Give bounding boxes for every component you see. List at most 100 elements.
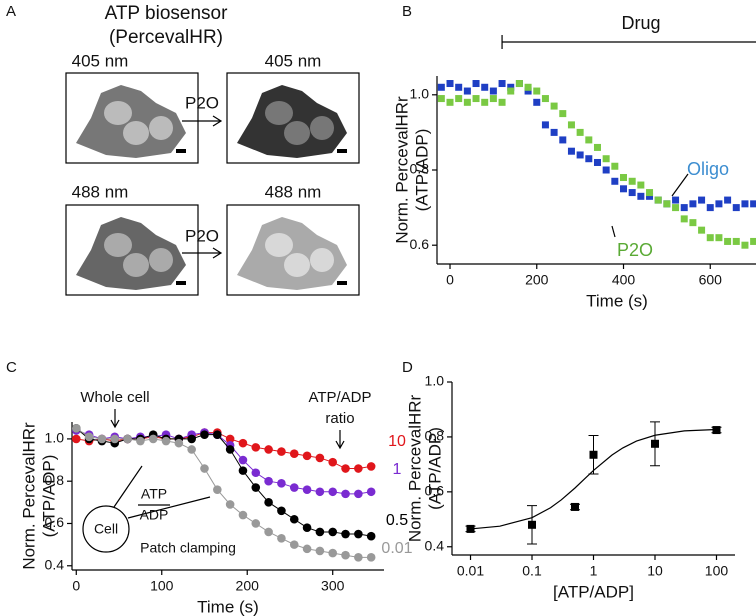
point [654, 196, 662, 204]
point [698, 196, 706, 204]
point [550, 128, 558, 136]
panel-label: D [402, 359, 413, 376]
point [489, 87, 497, 95]
arrow [110, 409, 120, 429]
point [602, 166, 610, 174]
point [567, 121, 575, 129]
point [698, 226, 706, 234]
point [541, 95, 549, 103]
series-label: Oligo [687, 159, 729, 179]
series-line [75, 427, 372, 537]
point [302, 485, 312, 494]
series-line [75, 427, 372, 558]
point [136, 436, 145, 446]
series-label: P2O [617, 240, 653, 260]
x-tick-label: 200 [525, 272, 549, 288]
point [84, 432, 94, 442]
point [507, 87, 515, 95]
point [472, 80, 480, 88]
arrow [335, 430, 345, 450]
annotation: Whole cell [80, 389, 149, 406]
point [576, 128, 584, 136]
point [161, 436, 171, 446]
point [620, 174, 628, 182]
x-tick-label: 0.01 [457, 563, 484, 579]
point [611, 177, 619, 185]
drug-label: Drug [621, 13, 660, 33]
point [541, 121, 549, 129]
point [148, 434, 158, 444]
annotation: Cell [94, 521, 118, 537]
point [289, 449, 299, 459]
image-frame [226, 204, 360, 296]
point [498, 98, 506, 106]
image-frame [65, 204, 199, 296]
point [366, 553, 376, 562]
point [315, 546, 325, 556]
x-tick-label: 300 [321, 578, 345, 594]
point [97, 434, 107, 444]
x-tick-label: 0.1 [522, 563, 542, 579]
point [341, 529, 350, 539]
point [238, 455, 248, 465]
image-label: 405 nm [72, 51, 129, 70]
point [354, 489, 363, 499]
point [277, 506, 286, 516]
point [472, 95, 480, 103]
point [315, 487, 325, 497]
y-axis-title: Norm. PercevalHRr [405, 394, 424, 542]
point [225, 434, 235, 444]
image-label: 405 nm [265, 51, 322, 70]
y-axis-title: (ATP/ADP) [425, 427, 444, 510]
point [277, 533, 286, 543]
point [732, 237, 740, 245]
point [302, 544, 312, 554]
point [593, 158, 601, 166]
point [524, 83, 532, 91]
x-tick-label: 400 [612, 272, 636, 288]
point [706, 234, 714, 242]
point [715, 200, 723, 208]
point [277, 447, 286, 456]
leader-line [611, 225, 616, 238]
treatment-label: P2O [185, 226, 219, 245]
point [672, 196, 680, 204]
point [576, 151, 584, 159]
point [466, 524, 475, 533]
point [481, 83, 489, 91]
point [689, 219, 697, 227]
y-tick-label: 0.6 [425, 483, 445, 499]
point [354, 553, 363, 562]
series-label: 0.01 [381, 540, 412, 557]
point [289, 540, 299, 549]
annotation: ratio [325, 410, 354, 427]
point [366, 462, 376, 471]
point [437, 83, 445, 91]
annotation: ATP [141, 486, 167, 502]
point [302, 451, 312, 461]
series-label: 10 [388, 433, 406, 450]
point [277, 479, 286, 488]
point [455, 95, 463, 103]
point [732, 204, 740, 212]
point [315, 527, 325, 537]
arrow [182, 115, 223, 127]
fit-curve [470, 428, 717, 530]
point [328, 487, 338, 497]
point [680, 215, 688, 223]
point [225, 445, 235, 454]
point [533, 98, 541, 106]
x-tick-label: 0 [72, 578, 80, 594]
panel-a-subtitle: (PercevalHR) [109, 27, 223, 48]
point [225, 500, 235, 509]
point [251, 443, 261, 452]
image-label: 488 nm [72, 182, 129, 201]
x-tick-label: 100 [705, 563, 729, 579]
point [481, 98, 489, 106]
point [672, 204, 680, 212]
point [724, 196, 732, 204]
point [354, 464, 363, 473]
point [238, 510, 248, 520]
point [264, 445, 273, 454]
image-frame [226, 72, 360, 164]
